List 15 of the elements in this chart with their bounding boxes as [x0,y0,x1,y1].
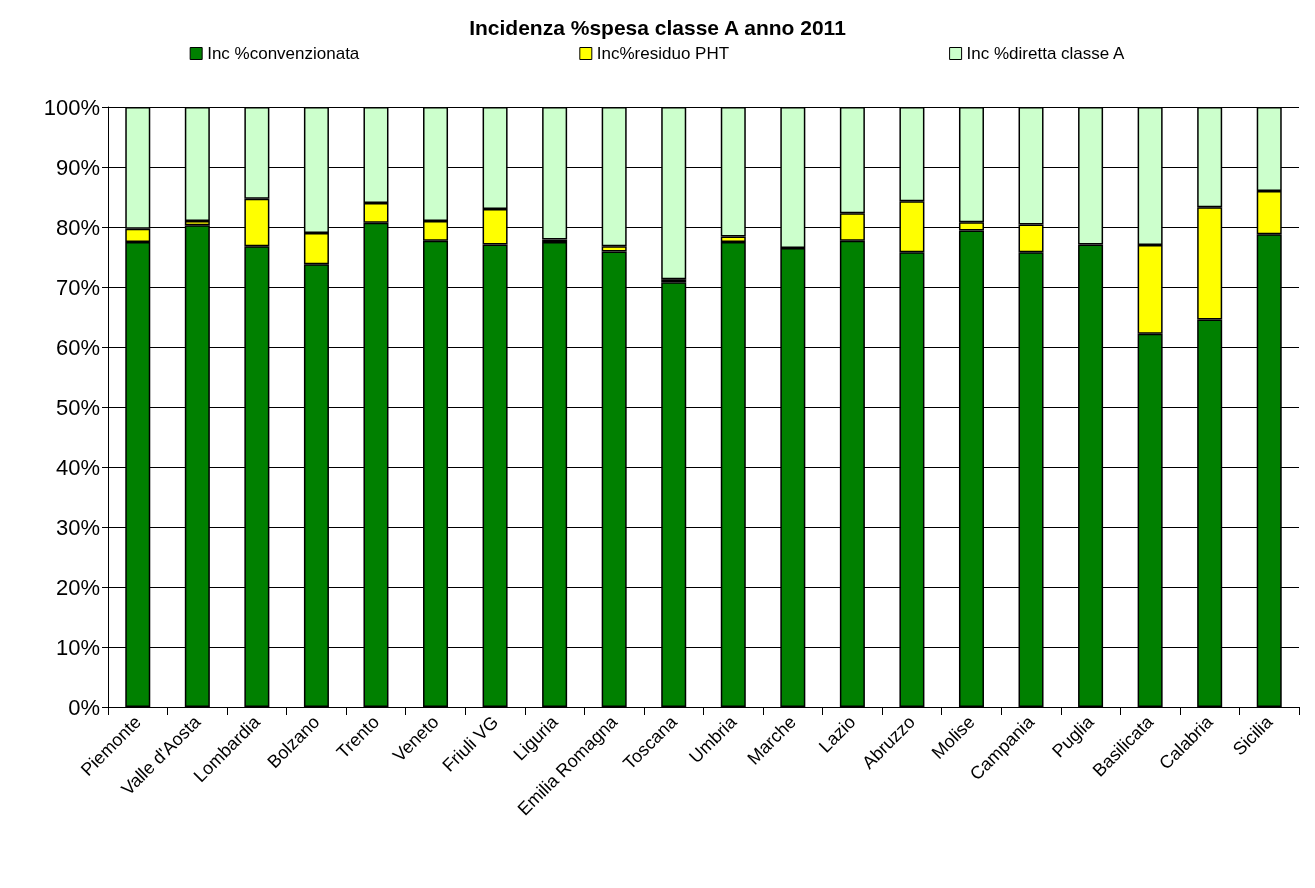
legend-label: Inc%residuo PHT [596,44,730,63]
y-tick-label: 60% [55,334,100,360]
y-tick-label: 70% [55,274,100,300]
chart-title: Incidenza %spesa classe A anno 2011 [469,16,847,39]
y-tick-label: 10% [55,634,100,660]
y-tick-label: 90% [55,154,100,180]
y-tick-label: 30% [55,514,100,540]
legend-label: Inc %diretta classe A [966,44,1126,63]
y-tick-label: 100% [43,94,100,120]
y-tick-label: 40% [55,454,100,480]
y-tick-label: 50% [55,394,100,420]
y-tick-label: 80% [55,214,100,240]
y-tick-label: 0% [68,694,100,720]
y-tick-label: 20% [55,574,100,600]
legend-label: Inc %convenzionata [207,44,360,63]
